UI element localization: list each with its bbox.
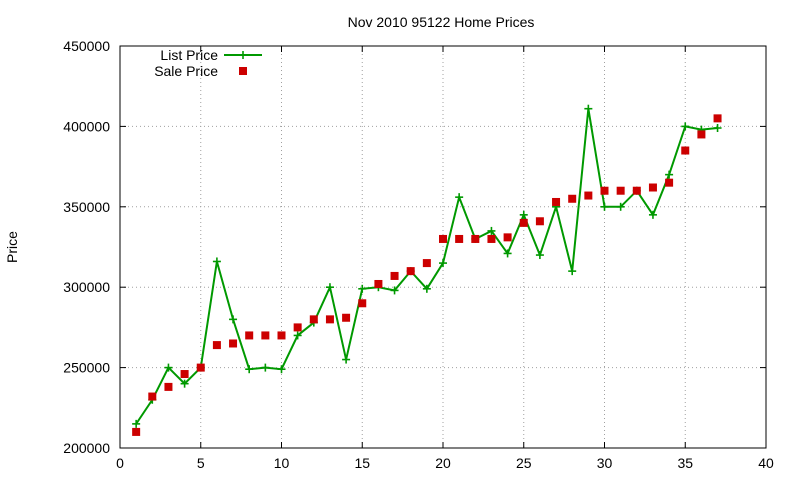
list-price-point [519,210,528,219]
tick-labels: 0 5 10 15 20 25 30 35 40 200000 250000 300000 350000… [63,38,774,471]
y-tick-label: 400000 [63,118,110,134]
legend-label: List Price [160,47,218,63]
sale-price-point [293,323,302,332]
sale-price-point [245,331,254,340]
list-price-point [342,355,351,364]
sale-price-point [535,217,544,226]
y-tick-label: 250000 [63,360,110,376]
x-tick-label: 5 [197,455,205,471]
sale-price-point [164,382,173,391]
axes [119,45,767,449]
list-price-point [616,202,625,211]
x-tick-label: 20 [435,455,451,471]
sale-price-point [358,299,367,308]
x-tick-label: 10 [274,455,290,471]
list-price-point [164,363,173,372]
sale-price-point [471,234,480,243]
x-tick-label: 35 [677,455,693,471]
sale-price-point [229,339,238,348]
sale-price-point [616,186,625,195]
sale-price-point [665,178,674,187]
list-price-point [325,283,334,292]
chart-title: Nov 2010 95122 Home Prices [348,14,535,30]
sale-price-point [277,331,286,340]
x-tick-label: 15 [354,455,370,471]
sale-price-point [503,233,512,242]
list-price-point [681,122,690,131]
sale-price-point [681,146,690,155]
sale-price-point [374,279,383,288]
list-price-point [568,267,577,276]
x-tick-label: 25 [516,455,532,471]
y-tick-label: 300000 [63,279,110,295]
legend-label: Sale Price [154,63,218,79]
list-price-point [648,210,657,219]
list-price-point [584,104,593,113]
list-price-point [293,331,302,340]
sale-price-point [309,315,318,324]
sale-price-point [648,183,657,192]
list-price-point [503,249,512,258]
grid [120,46,766,448]
list-price-point [665,170,674,179]
sale-price-point [342,313,351,322]
sale-price-point [325,315,334,324]
list-price-point [132,419,141,428]
y-tick-label: 200000 [63,440,110,456]
list-price-point [358,284,367,293]
y-axis-label: Price [4,231,20,263]
sale-price-point [132,427,141,436]
list-price-point [390,286,399,295]
sale-price-point [568,194,577,203]
sale-price-point [196,363,205,372]
sale-price-point [390,271,399,280]
list-price-point [229,315,238,324]
sale-price-point [487,234,496,243]
list-price-point [212,257,221,266]
sale-price-point [455,234,464,243]
legend-swatch-square [239,67,247,75]
legend-swatch-marker [239,51,247,59]
sale-price-point [584,191,593,200]
list-price-point [245,365,254,374]
x-tick-label: 0 [116,455,124,471]
list-price-point [422,284,431,293]
sale-price-point [261,331,270,340]
list-price-point [535,251,544,260]
list-price-point [600,202,609,211]
sale-price-point [697,130,706,139]
series-layer [132,104,722,436]
list-price-point [180,379,189,388]
list-price-point [455,193,464,202]
x-tick-label: 30 [597,455,613,471]
list-price-point [277,365,286,374]
list-price-point [487,226,496,235]
sale-price-point [148,392,157,401]
list-price-point [439,259,447,268]
sale-price-point [422,259,431,268]
sale-price-point [519,218,528,227]
sale-price-point [713,114,722,123]
y-tick-label: 450000 [63,38,110,54]
sale-price-point [406,267,415,276]
sale-price-point [600,186,609,195]
sale-price-point [552,197,561,206]
sale-price-point [180,370,189,379]
list-price-point [261,363,270,372]
sale-price-point [212,341,221,350]
y-tick-label: 350000 [63,199,110,215]
sale-price-point [439,234,447,243]
x-tick-label: 40 [758,455,774,471]
list-price-point [713,124,722,133]
sale-price-point [632,186,641,195]
